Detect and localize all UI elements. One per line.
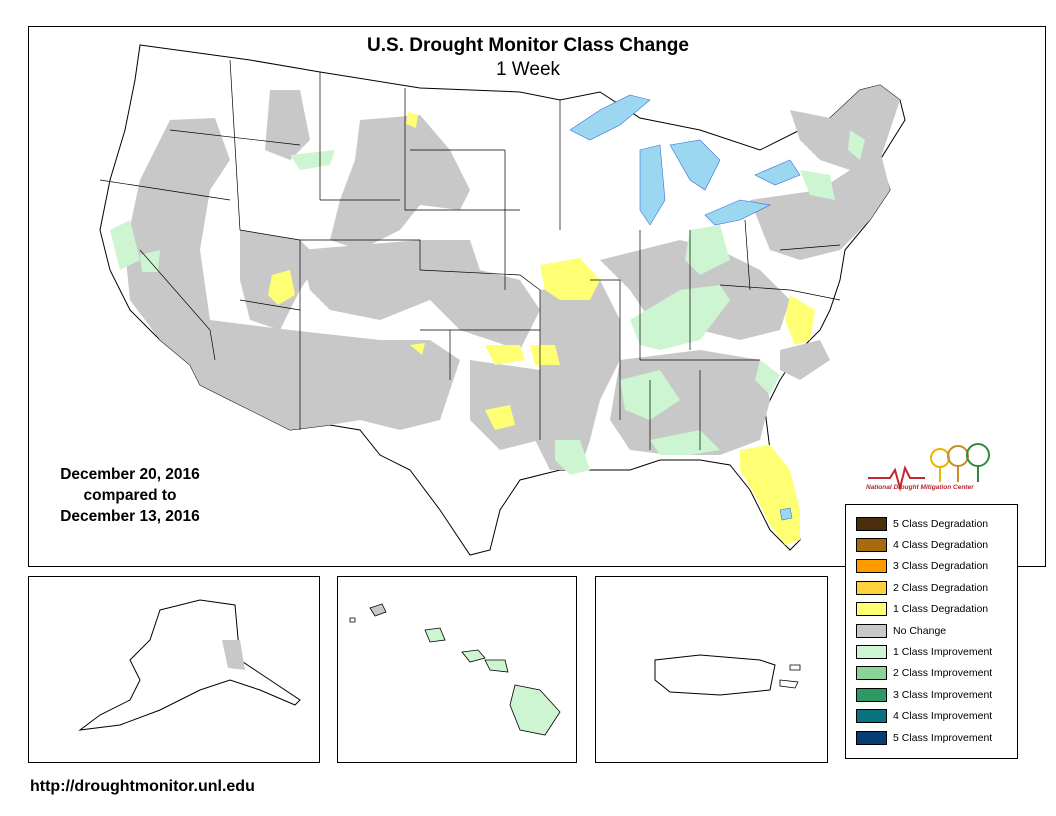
puerto-rico-land — [654, 654, 776, 696]
legend-item: 2 Class Degradation — [856, 577, 1017, 598]
legend-label: 1 Class Improvement — [893, 646, 993, 659]
legend-item: No Change — [856, 620, 1017, 641]
legend-label: 1 Class Degradation — [893, 603, 989, 616]
legend-swatch — [856, 709, 887, 724]
legend-label: 2 Class Degradation — [893, 581, 989, 594]
legend-swatch — [856, 559, 887, 574]
legend-item: 1 Class Degradation — [856, 599, 1017, 620]
legend-item: 5 Class Improvement — [856, 727, 1017, 748]
legend-label: 2 Class Improvement — [893, 667, 993, 680]
one-class-degradation-areas — [268, 112, 815, 545]
legend-swatch — [856, 580, 887, 595]
legend-swatch — [856, 516, 887, 531]
legend-label: 5 Class Improvement — [893, 731, 993, 744]
legend-label: 5 Class Degradation — [893, 517, 989, 530]
legend-item: 3 Class Degradation — [856, 556, 1017, 577]
map-subtitle: 1 Week — [495, 59, 561, 80]
legend-swatch — [856, 602, 887, 617]
legend-swatch — [856, 538, 887, 553]
legend-item: 1 Class Improvement — [856, 641, 1017, 662]
date-comparison: December 20, 2016 compared to December 1… — [40, 464, 220, 527]
great-lakes — [569, 94, 801, 521]
current-date: December 20, 2016 — [60, 466, 200, 483]
legend-item: 5 Class Degradation — [856, 513, 1017, 534]
legend-label: 4 Class Degradation — [893, 539, 989, 552]
legend-swatch — [856, 666, 887, 681]
previous-date: December 13, 2016 — [60, 508, 200, 525]
legend-item: 3 Class Improvement — [856, 684, 1017, 705]
legend-swatch — [856, 623, 887, 638]
legend-swatch — [856, 730, 887, 745]
map-title: U.S. Drought Monitor Class Change — [367, 35, 689, 56]
legend-label: No Change — [893, 624, 947, 637]
ndmc-logo-text: National Drought Mitigation Center — [866, 484, 974, 491]
legend-label: 3 Class Improvement — [893, 688, 993, 701]
map-legend: 5 Class Degradation 4 Class Degradation 3 … — [845, 504, 1018, 759]
legend-swatch — [856, 687, 887, 702]
ndmc-logo — [868, 443, 990, 492]
hawaii-islands — [349, 603, 561, 736]
legend-item: 4 Class Improvement — [856, 706, 1017, 727]
compared-to-label: compared to — [83, 487, 177, 504]
state-boundaries — [99, 59, 841, 450]
legend-label: 4 Class Improvement — [893, 710, 993, 723]
legend-item: 4 Class Degradation — [856, 534, 1017, 555]
legend-item: 2 Class Improvement — [856, 663, 1017, 684]
source-url[interactable]: http://droughtmonitor.unl.edu — [30, 778, 255, 795]
legend-label: 3 Class Degradation — [893, 560, 989, 573]
alaska-land — [78, 599, 301, 731]
legend-swatch — [856, 645, 887, 660]
